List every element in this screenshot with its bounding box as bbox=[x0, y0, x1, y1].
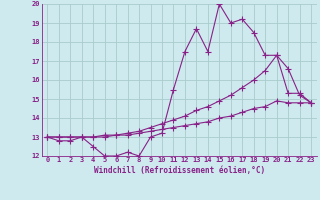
X-axis label: Windchill (Refroidissement éolien,°C): Windchill (Refroidissement éolien,°C) bbox=[94, 166, 265, 175]
